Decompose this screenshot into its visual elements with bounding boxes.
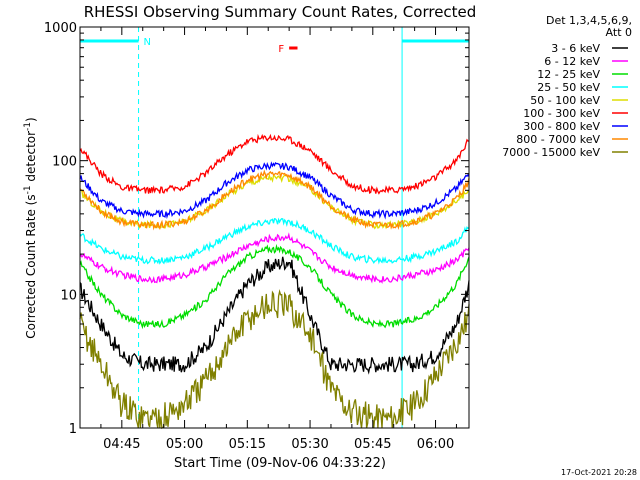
flag-bar-label-0: N: [144, 37, 151, 48]
series-line-0: [79, 256, 470, 375]
chart-title: RHESSI Observing Summary Count Rates, Co…: [84, 3, 477, 21]
legend-label-1: 6 - 12 keV: [544, 55, 600, 68]
legend-label-0: 3 - 6 keV: [551, 42, 600, 55]
y-tick-label: 1000: [44, 21, 77, 36]
series-line-6: [79, 161, 470, 220]
legend-label-6: 300 - 800 keV: [523, 120, 600, 133]
y-axis: 1 10 100 1000: [44, 21, 469, 437]
legend-label-2: 12 - 25 keV: [537, 68, 600, 81]
x-tick-label: 06:00: [417, 437, 454, 452]
x-tick-label: 05:30: [291, 437, 328, 452]
y-tick-label: 10: [60, 288, 77, 303]
series-line-3: [79, 217, 470, 265]
legend-label-7: 800 - 7000 keV: [516, 133, 600, 146]
x-axis: 04:45 05:00 05:15 05:30 05:45 06:00: [79, 27, 457, 452]
legend-label-8: 7000 - 15000 keV: [502, 146, 600, 159]
series-line-8: [79, 289, 470, 430]
legend-header-detectors: Det 1,3,4,5,6,9,: [546, 14, 632, 27]
flag-bar-label-2: F: [278, 44, 284, 55]
x-tick-label: 05:45: [354, 437, 391, 452]
series-line-2: [79, 243, 470, 330]
series-line-5: [79, 133, 470, 195]
series-layer: [79, 133, 470, 430]
x-tick-label: 04:45: [103, 437, 140, 452]
observing-bars: NF: [80, 37, 469, 55]
footer-timestamp: 17-Oct-2021 20:28: [561, 468, 637, 477]
series-line-7: [79, 169, 470, 231]
legend-header-attenuator: Att 0: [606, 26, 632, 39]
y-axis-label: Corrected Count Rate (s-1 detector-1): [23, 117, 38, 338]
legend-label-3: 25 - 50 keV: [537, 81, 600, 94]
x-axis-label: Start Time (09-Nov-06 04:33:22): [174, 456, 386, 471]
legend-label-5: 100 - 300 keV: [523, 107, 600, 120]
y-tick-label: 100: [52, 155, 77, 170]
x-tick-label: 05:00: [166, 437, 203, 452]
plot-frame: [79, 26, 470, 429]
series-line-1: [79, 232, 470, 284]
y-tick-label: 1: [69, 422, 77, 437]
legend-label-4: 50 - 100 keV: [530, 94, 600, 107]
x-tick-label: 05:15: [229, 437, 266, 452]
